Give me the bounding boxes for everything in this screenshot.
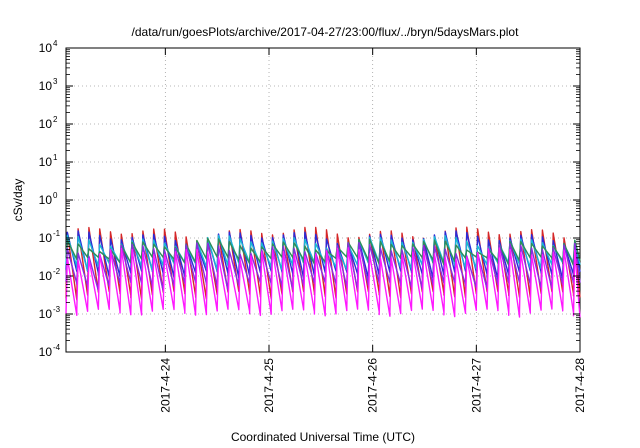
- y-tick-exponent: 0: [53, 191, 58, 200]
- y-tick-label: 10: [39, 79, 53, 93]
- y-tick-exponent: 3: [53, 77, 58, 86]
- x-axis-label: Coordinated Universal Time (UTC): [231, 430, 415, 444]
- y-tick-label: 10: [39, 117, 53, 131]
- y-tick-exponent: 2: [53, 115, 58, 124]
- y-tick-exponent: -2: [53, 267, 61, 276]
- y-tick-label: 10: [39, 345, 53, 359]
- y-tick-label: 10: [39, 193, 53, 207]
- grid-lines: [66, 48, 580, 352]
- y-axis-label: cSv/day: [11, 179, 25, 222]
- x-tick-label: 2017-4-24: [158, 358, 172, 413]
- x-axis: 2017-4-24 2017-4-25 2017-4-26 2017-4-27 2017…: [158, 48, 587, 413]
- y-tick-label: 10: [39, 41, 53, 55]
- series-layer: [65, 226, 581, 318]
- y-tick-exponent: -3: [53, 305, 61, 314]
- y-tick-exponent: -4: [53, 343, 61, 352]
- y-tick-exponent: 4: [53, 39, 58, 48]
- chart-title: /data/run/goesPlots/archive/2017-04-27/2…: [132, 25, 520, 39]
- y-tick-label: 10: [39, 269, 53, 283]
- x-tick-label: 2017-4-28: [573, 358, 587, 413]
- x-tick-label: 2017-4-27: [469, 358, 483, 413]
- y-tick-label: 10: [39, 155, 53, 169]
- x-tick-label: 2017-4-25: [262, 358, 276, 413]
- y-tick-exponent: 1: [53, 153, 58, 162]
- x-tick-label: 2017-4-26: [366, 358, 380, 413]
- y-tick-label: 10: [39, 307, 53, 321]
- y-tick-exponent: -1: [53, 229, 61, 238]
- y-tick-label: 10: [39, 231, 53, 245]
- series-line: [65, 247, 581, 318]
